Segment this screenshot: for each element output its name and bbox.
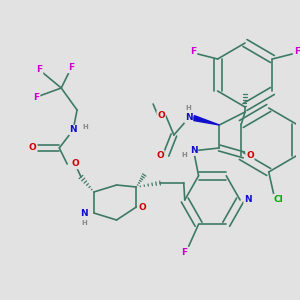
- Text: N: N: [185, 113, 193, 122]
- Text: F: F: [294, 46, 300, 56]
- Text: N: N: [190, 146, 197, 155]
- Text: H: H: [82, 124, 88, 130]
- Text: H: H: [186, 105, 192, 111]
- Text: O: O: [246, 151, 254, 160]
- Text: F: F: [68, 64, 74, 73]
- Text: F: F: [181, 248, 187, 257]
- Text: Cl: Cl: [274, 194, 284, 203]
- Text: N: N: [69, 125, 77, 134]
- Text: O: O: [156, 151, 164, 160]
- Text: N: N: [244, 196, 252, 205]
- Text: O: O: [29, 143, 37, 152]
- Polygon shape: [193, 116, 219, 125]
- Text: F: F: [190, 46, 196, 56]
- Text: H: H: [81, 220, 87, 226]
- Text: H: H: [181, 152, 187, 158]
- Text: F: F: [37, 65, 43, 74]
- Text: O: O: [157, 112, 165, 121]
- Text: F: F: [34, 92, 40, 101]
- Text: O: O: [71, 160, 79, 169]
- Text: N: N: [80, 208, 88, 217]
- Text: O: O: [138, 202, 146, 211]
